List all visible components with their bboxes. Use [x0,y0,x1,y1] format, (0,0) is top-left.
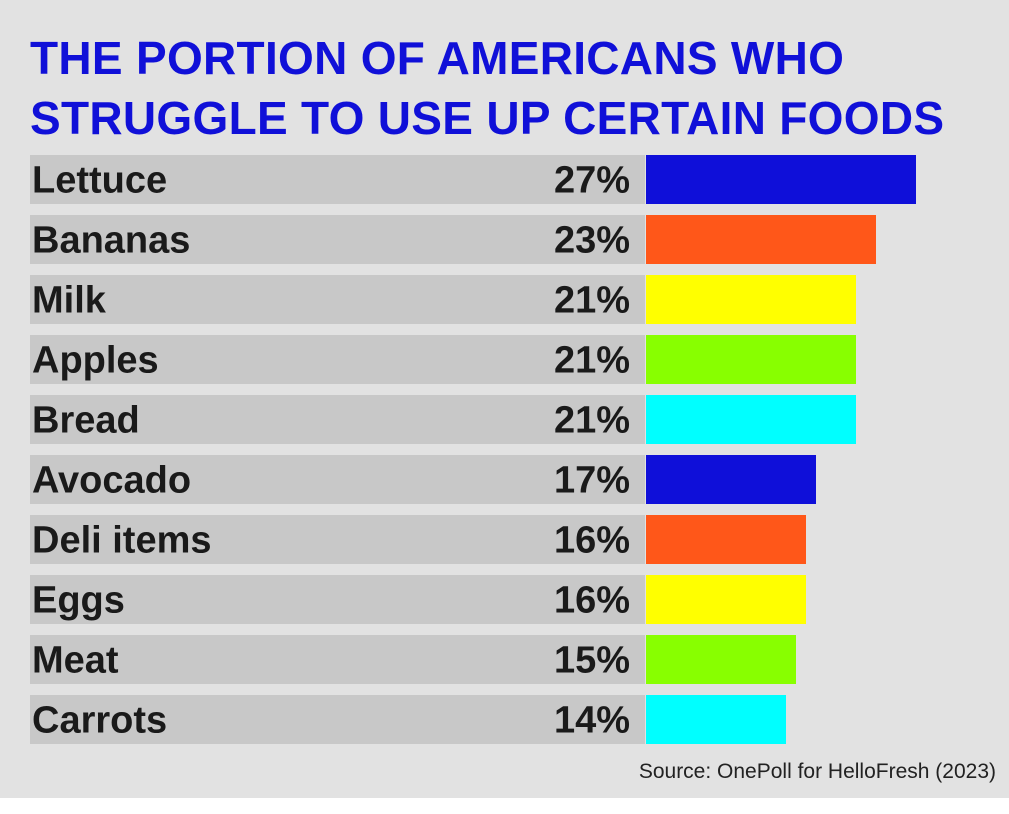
bar [646,335,856,384]
row-band [30,635,645,684]
bar [646,695,786,744]
category-label: Apples [32,340,159,382]
bar [646,275,856,324]
category-label: Deli items [32,520,212,562]
bar [646,575,806,624]
bar-row: Carrots 14% [30,695,786,744]
bar-row: Milk 21% [30,275,856,324]
value-label: 16% [554,520,630,562]
value-label: 21% [554,400,630,442]
category-label: Lettuce [32,160,167,202]
row-band [30,455,645,504]
value-label: 21% [554,280,630,322]
bar [646,215,876,264]
value-label: 15% [554,640,630,682]
category-label: Bread [32,400,140,442]
value-label: 17% [554,460,630,502]
value-label: 16% [554,580,630,622]
value-label: 27% [554,160,630,202]
category-label: Bananas [32,220,190,262]
bar-row: Bananas 23% [30,215,876,264]
category-label: Milk [32,280,107,322]
row-band [30,515,645,564]
row-band [30,575,645,624]
category-label: Carrots [32,700,167,742]
row-band [30,395,645,444]
row-band [30,335,645,384]
value-label: 23% [554,220,630,262]
category-label: Avocado [32,460,191,502]
bar [646,515,806,564]
category-label: Eggs [32,580,125,622]
bar-row: Lettuce 27% [30,155,916,204]
row-band [30,695,645,744]
chart-title: THE PORTION OF AMERICANS WHO STRUGGLE TO… [30,32,945,144]
value-label: 21% [554,340,630,382]
bar [646,635,796,684]
bar-row: Meat 15% [30,635,796,684]
bar [646,395,856,444]
row-band [30,155,645,204]
bar-row: Bread 21% [30,395,856,444]
bar [646,455,816,504]
value-label: 14% [554,700,630,742]
category-label: Meat [32,640,119,682]
bar-row: Deli items 16% [30,515,806,564]
bar-row: Apples 21% [30,335,856,384]
row-band [30,275,645,324]
bar-row: Avocado 17% [30,455,816,504]
bar-row: Eggs 16% [30,575,806,624]
bar [646,155,916,204]
row-band [30,215,645,264]
source-note: Source: OnePoll for HelloFresh (2023) [638,760,996,783]
